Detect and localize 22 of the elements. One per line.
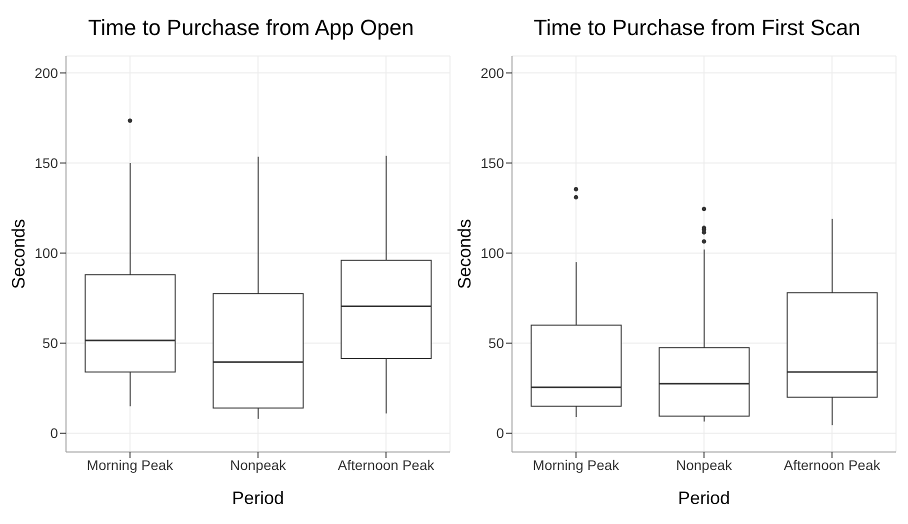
x-tick-label: Nonpeak bbox=[676, 456, 734, 473]
x-axis-title: Period bbox=[678, 488, 730, 508]
y-tick-label: 50 bbox=[42, 335, 58, 352]
x-tick-label: Afternoon Peak bbox=[784, 456, 882, 473]
x-tick-label: Morning Peak bbox=[532, 456, 620, 473]
y-tick-label: 50 bbox=[488, 335, 504, 352]
y-axis-title: Seconds bbox=[8, 218, 28, 290]
chart-title: Time to Purchase from First Scan bbox=[532, 14, 862, 42]
y-tick-label: 100 bbox=[34, 245, 58, 262]
chart-title: Time to Purchase from App Open bbox=[87, 14, 415, 42]
y-tick-label: 150 bbox=[34, 154, 58, 171]
x-tick-label: Afternoon Peak bbox=[338, 456, 436, 473]
x-axis-title: Period bbox=[232, 488, 284, 508]
y-axis-title: Seconds bbox=[454, 218, 474, 290]
y-tick-label: 0 bbox=[50, 425, 58, 442]
x-tick-label: Morning Peak bbox=[86, 456, 174, 473]
y-tick-label: 0 bbox=[496, 425, 504, 442]
y-tick-label: 150 bbox=[480, 154, 504, 171]
y-tick-label: 200 bbox=[480, 64, 504, 81]
x-tick-label: Nonpeak bbox=[230, 456, 288, 473]
y-tick-label: 200 bbox=[34, 64, 58, 81]
y-tick-label: 100 bbox=[480, 245, 504, 262]
